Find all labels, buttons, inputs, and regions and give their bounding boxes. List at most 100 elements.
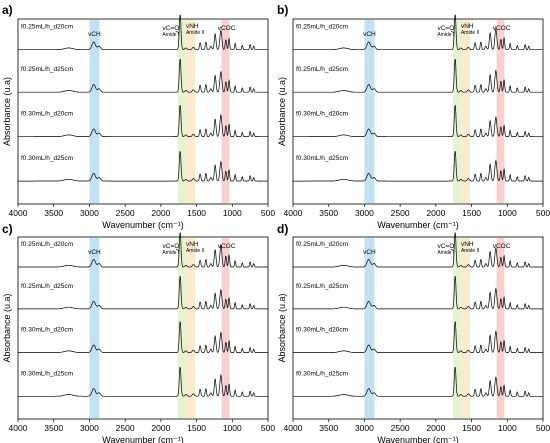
vcoc-label: vCOC	[493, 243, 511, 250]
series-label: f0.30mL/h_d20cm	[21, 327, 73, 334]
panel-label: c)	[2, 222, 13, 236]
amide2-label: Amide II	[461, 30, 479, 36]
vch-label: vCH	[88, 31, 101, 38]
series-label: f0.25mL/h_d20cm	[21, 241, 73, 248]
vco-label: vC=O	[437, 243, 454, 250]
vco-arrow	[450, 30, 455, 34]
series-label: f0.25mL/h_d25cm	[296, 66, 348, 73]
band-amide1	[178, 238, 186, 418]
amide2-label: Amide II	[186, 248, 204, 254]
band-vcoc	[221, 238, 230, 418]
band-vch	[364, 20, 375, 203]
x-tick-label: 500	[536, 208, 550, 218]
series-label: f0.30mL/h_d25cm	[296, 155, 348, 162]
x-tick-label: 1000	[223, 423, 242, 433]
spectrum-line	[18, 151, 268, 182]
panel-label: b)	[277, 3, 288, 17]
x-axis-title: Wavenumber (cm⁻¹)	[377, 435, 458, 443]
x-tick-label: 3000	[80, 423, 99, 433]
x-tick-label: 4000	[284, 423, 303, 433]
series-label: f0.30mL/h_d25cm	[296, 370, 348, 377]
x-tick-label: 2500	[391, 423, 410, 433]
amide2-label: Amide II	[186, 30, 204, 36]
vcoc-label: vCOC	[493, 25, 511, 32]
vnh-label: vNH	[186, 241, 199, 248]
x-tick-label: 3500	[319, 423, 338, 433]
series-label: f0.30mL/h_d25cm	[21, 155, 73, 162]
series-label: f0.25mL/h_d25cm	[21, 283, 73, 290]
y-axis-title: Absorbance (u.a)	[2, 77, 12, 146]
series-label: f0.25mL/h_d25cm	[296, 283, 348, 290]
spectrum-line	[18, 14, 268, 51]
vch-label: vCH	[363, 31, 376, 38]
vco-arrow	[175, 248, 180, 252]
vco-arrow	[175, 30, 180, 34]
x-tick-label: 3500	[44, 423, 63, 433]
x-tick-label: 4000	[9, 423, 28, 433]
x-tick-label: 3500	[319, 208, 338, 218]
band-vch	[89, 238, 100, 418]
band-amide1	[453, 238, 461, 418]
amide1-label: Amide I	[437, 250, 454, 256]
amide1-label: Amide I	[162, 250, 179, 256]
vco-label: vC=O	[162, 25, 179, 32]
vch-label: vCH	[88, 249, 101, 256]
series-label: f0.30mL/h_d20cm	[296, 327, 348, 334]
x-axis-title: Wavenumber (cm⁻¹)	[377, 220, 458, 230]
band-amide2	[460, 238, 471, 418]
spectrum-line	[293, 276, 543, 310]
spectrum-line	[18, 366, 268, 397]
band-vcoc	[496, 238, 505, 418]
band-vch	[89, 20, 100, 203]
band-amide1	[178, 20, 186, 203]
plot-frame	[17, 236, 269, 420]
x-tick-label: 4000	[284, 208, 303, 218]
x-tick-label: 500	[261, 208, 275, 218]
x-axis-title: Wavenumber (cm⁻¹)	[102, 435, 183, 443]
x-tick-label: 500	[536, 423, 550, 433]
plot-frame	[292, 236, 544, 420]
panel-label: a)	[2, 3, 13, 17]
band-amide2	[185, 238, 196, 418]
spectrum-line	[293, 58, 543, 93]
spectrum-line	[293, 105, 543, 138]
vco-arrow	[450, 248, 455, 252]
amide1-label: Amide I	[162, 32, 179, 38]
spectrum-line	[18, 58, 268, 93]
x-tick-label: 500	[261, 423, 275, 433]
x-tick-label: 3000	[355, 208, 374, 218]
x-tick-label: 1000	[498, 208, 517, 218]
amide2-label: Amide II	[461, 248, 479, 254]
x-tick-label: 2500	[116, 208, 135, 218]
spectrum-line	[18, 321, 268, 353]
vcoc-label: vCOC	[218, 25, 236, 32]
x-tick-label: 1500	[187, 423, 206, 433]
vco-label: vC=O	[437, 25, 454, 32]
x-tick-label: 2000	[426, 423, 445, 433]
amide1-label: Amide I	[437, 32, 454, 38]
series-label: f0.25mL/h_d25cm	[21, 66, 73, 73]
x-tick-label: 2500	[116, 423, 135, 433]
plot-frame	[17, 18, 269, 205]
band-vch	[364, 238, 375, 418]
y-axis-title: Absorbance (u.a)	[277, 77, 287, 146]
spectrum-line	[293, 321, 543, 353]
x-tick-label: 2000	[151, 208, 170, 218]
y-axis-title: Absorbance (u.a)	[277, 293, 287, 362]
x-tick-label: 2000	[426, 208, 445, 218]
x-tick-label: 1000	[498, 423, 517, 433]
x-tick-label: 1500	[187, 208, 206, 218]
spectrum-line	[293, 151, 543, 182]
vch-label: vCH	[363, 249, 376, 256]
series-label: f0.25mL/h_d20cm	[21, 23, 73, 30]
series-label: f0.30mL/h_d25cm	[21, 370, 73, 377]
band-amide2	[460, 20, 471, 203]
y-axis-title: Absorbance (u.a)	[2, 293, 12, 362]
x-tick-label: 3000	[355, 423, 374, 433]
series-label: f0.30mL/h_d20cm	[21, 110, 73, 117]
spectrum-line	[293, 14, 543, 51]
